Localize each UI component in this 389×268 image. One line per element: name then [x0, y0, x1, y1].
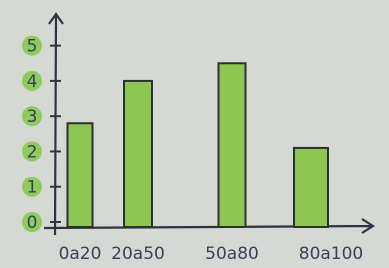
x-tick-label: 0a20: [59, 244, 102, 264]
y-tick-label: 4: [27, 72, 38, 92]
x-tick-label: 80a100: [299, 244, 364, 264]
x-tick-label: 50a80: [205, 244, 259, 264]
y-tick-label: 5: [27, 37, 38, 57]
y-tick-label: 1: [27, 178, 38, 198]
y-tick-label: 2: [27, 142, 38, 162]
bar: [219, 63, 246, 227]
chart: 0 1 2 3 4 5 0a20 20a50 50a80 80a100: [0, 0, 389, 268]
bar: [294, 148, 328, 227]
y-tick-label: 0: [27, 213, 38, 233]
bar: [124, 81, 152, 227]
x-tick-label: 20a50: [111, 244, 165, 264]
bar: [68, 123, 93, 227]
y-tick-label: 3: [27, 107, 38, 127]
